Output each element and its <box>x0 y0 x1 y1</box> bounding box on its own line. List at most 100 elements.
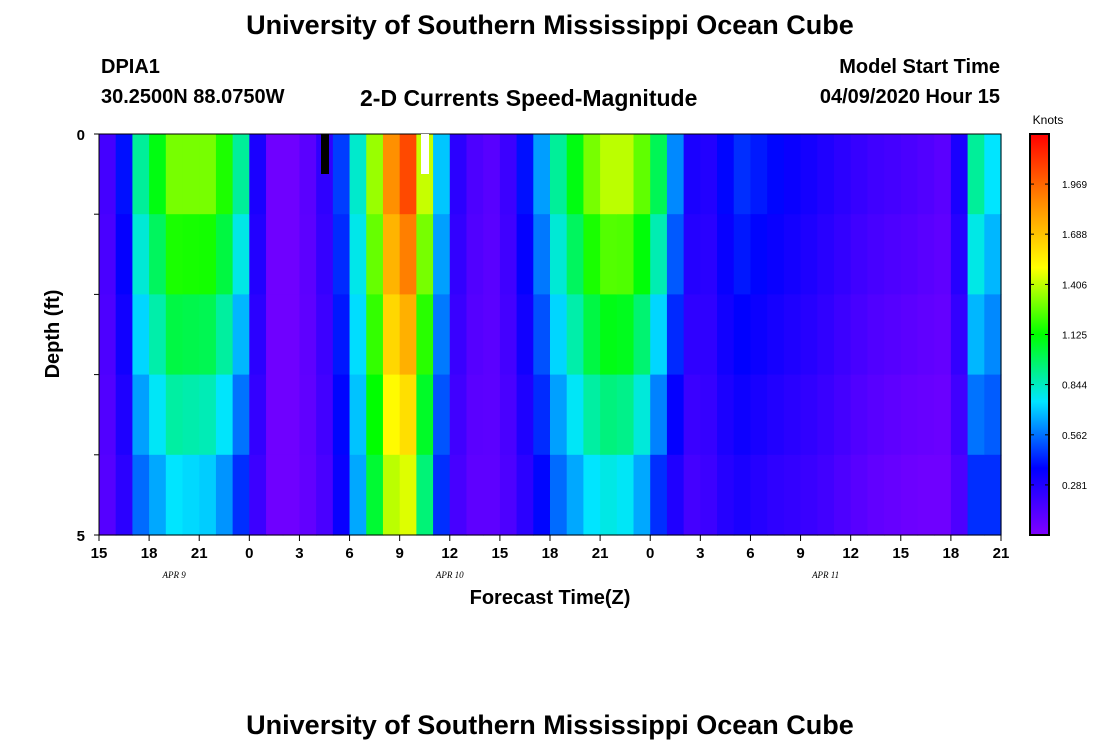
heatmap-cell <box>232 214 250 295</box>
heatmap-cell <box>666 294 685 376</box>
heatmap-cell <box>433 374 451 456</box>
heatmap-cell <box>316 374 334 456</box>
heatmap-cell <box>199 134 217 215</box>
heatmap-cell <box>833 294 852 376</box>
heatmap-cell <box>884 374 902 456</box>
heatmap-cell <box>266 294 284 376</box>
heatmap-cell <box>349 374 367 456</box>
heatmap-cell <box>750 294 768 376</box>
heatmap-cell <box>332 454 351 536</box>
heatmap-cell <box>967 214 985 295</box>
heatmap-cell <box>232 294 250 376</box>
x-tick-label: 12 <box>842 545 859 562</box>
heatmap-cell <box>232 374 250 456</box>
heatmap-cell <box>282 294 301 376</box>
x-tick-label: 21 <box>191 545 208 562</box>
heatmap-cell <box>917 454 935 536</box>
heatmap-cell <box>967 134 985 215</box>
heatmap-cell <box>132 214 150 295</box>
heatmap-cell <box>99 134 117 215</box>
heatmap-cell <box>884 134 902 215</box>
heatmap-cell <box>850 134 868 215</box>
x-tick-label: 9 <box>796 545 804 562</box>
date-label: APR 11 <box>811 570 839 580</box>
heatmap-cell <box>99 294 117 376</box>
heatmap-cell <box>399 214 417 295</box>
x-tick-label: 0 <box>245 545 253 562</box>
x-axis-label: Forecast Time(Z) <box>470 587 631 609</box>
heatmap-cell <box>767 214 785 295</box>
heatmap-cell <box>382 374 401 456</box>
x-tick-label: 18 <box>542 545 559 562</box>
heatmap-cell <box>416 374 434 456</box>
heatmap-cell <box>449 294 468 376</box>
heatmap-cell <box>249 374 267 456</box>
x-tick-label: 15 <box>91 545 108 562</box>
heatmap-cell <box>449 454 468 536</box>
heatmap-cell <box>583 134 601 215</box>
heatmap-cell <box>416 214 434 295</box>
heatmap-cell <box>516 214 534 295</box>
heatmap-cell <box>149 294 167 376</box>
heatmap-cell <box>199 374 217 456</box>
heatmap-cell <box>817 374 835 456</box>
heatmap-cell <box>900 374 919 456</box>
heatmap-cell <box>433 134 451 215</box>
heatmap-cell <box>600 454 618 536</box>
heatmap-cell <box>215 134 234 215</box>
heatmap-cell <box>800 374 818 456</box>
heatmap-cell <box>700 454 718 536</box>
heatmap-cell <box>399 454 417 536</box>
heatmap-cell <box>984 294 1002 376</box>
heatmap-cell <box>867 134 885 215</box>
heatmap-cell <box>700 134 718 215</box>
x-tick-label: 6 <box>746 545 754 562</box>
heatmap-cell <box>533 374 551 456</box>
heatmap-cell <box>249 454 267 536</box>
heatmap-cell <box>249 134 267 215</box>
heatmap-cell <box>483 454 501 536</box>
x-tick-label: 0 <box>646 545 654 562</box>
heatmap-cell <box>733 294 752 376</box>
heatmap-cell <box>282 214 301 295</box>
heatmap-cell <box>683 374 701 456</box>
heatmap-cell <box>215 374 234 456</box>
heatmap-cell <box>382 134 401 215</box>
heatmap-cell <box>900 294 919 376</box>
heatmap-cell <box>884 454 902 536</box>
heatmap-cell <box>550 134 568 215</box>
heatmap-cell <box>466 294 484 376</box>
colorbar-tick-label: 0.562 <box>1062 431 1087 442</box>
colorbar-tick-label: 0.281 <box>1062 481 1087 492</box>
heatmap-cell <box>633 134 651 215</box>
x-axis-ticks: 15 18 21 0 3 6 9 12 15 18 21 0 3 6 9 12 15 18 21 APR 9 APR 1… <box>91 535 1009 580</box>
heatmap-cell <box>767 374 785 456</box>
heatmap-cell <box>115 294 133 376</box>
heatmap-cell <box>767 454 785 536</box>
heatmap-cell <box>232 454 250 536</box>
heatmap-cell <box>583 294 601 376</box>
heatmap-cell <box>616 374 635 456</box>
heatmap-cell <box>950 294 969 376</box>
heatmap-cell <box>299 214 317 295</box>
heatmap-cell <box>449 214 468 295</box>
heatmap-cell <box>382 454 401 536</box>
heatmap-cell <box>332 214 351 295</box>
heatmap-cell <box>516 454 534 536</box>
heatmap-cell <box>132 294 150 376</box>
heatmap-cell <box>165 214 184 295</box>
heatmap-cell <box>382 214 401 295</box>
heatmap-cell <box>750 214 768 295</box>
heatmap-cell <box>616 134 635 215</box>
heatmap-cell <box>483 294 501 376</box>
heatmap-cell <box>215 454 234 536</box>
heatmap-cell <box>266 454 284 536</box>
heatmap-cell <box>466 374 484 456</box>
heatmap-cell <box>833 374 852 456</box>
heatmap-cell <box>115 214 133 295</box>
heatmap-cell <box>366 214 384 295</box>
heatmap-cell <box>733 214 752 295</box>
heatmap-cell <box>99 454 117 536</box>
heatmap-cell <box>650 214 668 295</box>
